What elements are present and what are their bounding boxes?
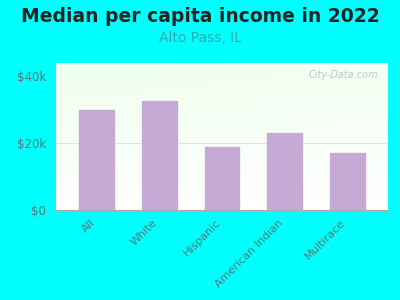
Bar [80,110,114,210]
Bar [205,146,239,210]
Bar [142,101,176,210]
Bar [268,133,302,210]
Text: Median per capita income in 2022: Median per capita income in 2022 [21,8,379,26]
Text: Alto Pass, IL: Alto Pass, IL [158,32,242,46]
Bar [330,153,364,210]
Text: City-Data.com: City-Data.com [308,70,378,80]
